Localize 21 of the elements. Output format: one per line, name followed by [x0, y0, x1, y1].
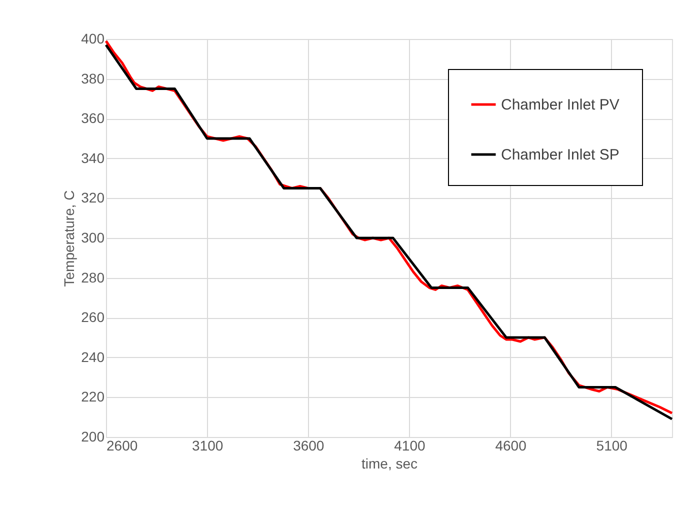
x-tick-label: 4100 [394, 438, 426, 454]
x-tick-label: 2600 [106, 438, 138, 454]
x-tick-label: 4600 [495, 438, 527, 454]
y-tick-label: 280 [81, 269, 105, 286]
x-tick-label: 3100 [192, 438, 224, 454]
legend-label: Chamber Inlet SP [501, 146, 620, 164]
y-tick-label: 400 [81, 30, 105, 46]
y-tick-label: 360 [81, 110, 105, 126]
y-tick-label: 320 [81, 190, 105, 206]
y-tick-label: 220 [81, 388, 105, 405]
y-tick-label: 200 [81, 428, 105, 444]
y-tick-label: 380 [81, 70, 105, 86]
y-axis-title: Temperature, C [61, 190, 78, 287]
x-tick-label: 3600 [293, 438, 324, 454]
y-tick-label: 300 [81, 230, 105, 246]
legend-label: Chamber Inlet PV [501, 96, 620, 114]
x-tick-label: 5100 [596, 438, 628, 454]
y-tick-label: 240 [81, 348, 105, 365]
y-tick-label: 260 [81, 309, 105, 326]
y-tick-label: 340 [81, 150, 105, 166]
x-axis-title: time, sec [361, 456, 418, 472]
